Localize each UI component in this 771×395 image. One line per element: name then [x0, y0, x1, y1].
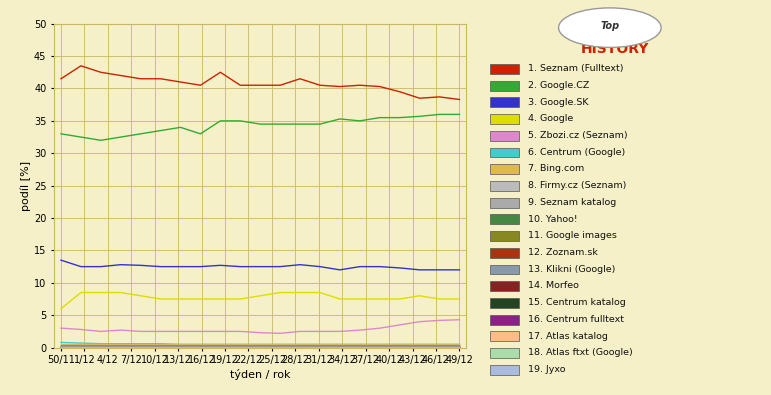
Text: 13. Klikni (Google): 13. Klikni (Google)	[528, 265, 615, 274]
FancyBboxPatch shape	[490, 148, 519, 158]
FancyBboxPatch shape	[490, 98, 519, 107]
FancyBboxPatch shape	[490, 365, 519, 375]
FancyBboxPatch shape	[490, 348, 519, 358]
FancyBboxPatch shape	[490, 265, 519, 275]
Text: 7. Bing.com: 7. Bing.com	[528, 164, 584, 173]
FancyBboxPatch shape	[490, 298, 519, 308]
FancyBboxPatch shape	[490, 114, 519, 124]
Ellipse shape	[558, 8, 661, 47]
Text: Top: Top	[601, 21, 619, 31]
Text: 11. Google images: 11. Google images	[528, 231, 617, 240]
X-axis label: týden / rok: týden / rok	[230, 369, 291, 380]
FancyBboxPatch shape	[490, 64, 519, 74]
FancyBboxPatch shape	[490, 131, 519, 141]
FancyBboxPatch shape	[490, 315, 519, 325]
Text: 3. Google.SK: 3. Google.SK	[528, 98, 588, 107]
FancyBboxPatch shape	[490, 164, 519, 174]
FancyBboxPatch shape	[490, 198, 519, 207]
Text: 18. Atlas ftxt (Google): 18. Atlas ftxt (Google)	[528, 348, 632, 357]
Text: 1. Seznam (Fulltext): 1. Seznam (Fulltext)	[528, 64, 623, 73]
FancyBboxPatch shape	[490, 331, 519, 341]
Text: 17. Atlas katalog: 17. Atlas katalog	[528, 332, 608, 340]
Text: 15. Centrum katalog: 15. Centrum katalog	[528, 298, 625, 307]
FancyBboxPatch shape	[490, 248, 519, 258]
FancyBboxPatch shape	[490, 231, 519, 241]
FancyBboxPatch shape	[490, 214, 519, 224]
Text: 2. Google.CZ: 2. Google.CZ	[528, 81, 589, 90]
Text: 9. Seznam katalog: 9. Seznam katalog	[528, 198, 616, 207]
Text: 8. Firmy.cz (Seznam): 8. Firmy.cz (Seznam)	[528, 181, 626, 190]
Text: 10. Yahoo!: 10. Yahoo!	[528, 214, 577, 224]
Text: HISTORY: HISTORY	[581, 42, 649, 56]
Text: 19. Jyxo: 19. Jyxo	[528, 365, 565, 374]
FancyBboxPatch shape	[490, 81, 519, 90]
Text: 5. Zbozi.cz (Seznam): 5. Zbozi.cz (Seznam)	[528, 131, 628, 140]
Text: 12. Zoznam.sk: 12. Zoznam.sk	[528, 248, 598, 257]
FancyBboxPatch shape	[490, 181, 519, 191]
FancyBboxPatch shape	[490, 281, 519, 291]
Text: 6. Centrum (Google): 6. Centrum (Google)	[528, 148, 625, 157]
Text: 14. Morfeo: 14. Morfeo	[528, 282, 579, 290]
Y-axis label: podíl [%]: podíl [%]	[21, 161, 31, 211]
Text: 4. Google: 4. Google	[528, 115, 573, 123]
Text: 16. Centrum fulltext: 16. Centrum fulltext	[528, 315, 624, 324]
